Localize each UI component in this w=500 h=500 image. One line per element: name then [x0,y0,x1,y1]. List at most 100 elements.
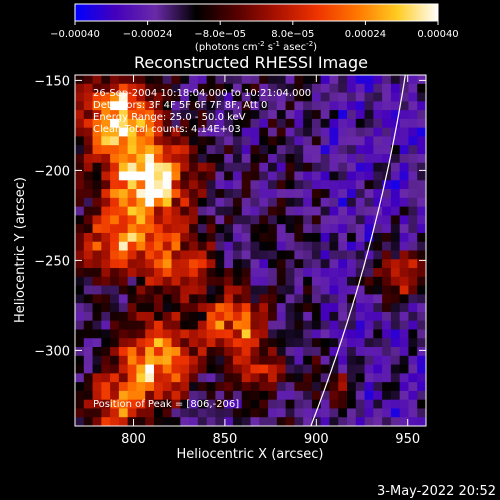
heatmap-cell [250,311,260,322]
heatmap-cell [224,399,234,410]
heatmap-cell [110,83,120,94]
heatmap-cell [364,145,374,155]
heatmap-cell [285,110,295,120]
heatmap-cell [189,162,199,173]
heatmap-cell [118,92,129,102]
heatmap-cell [259,268,269,278]
heatmap-cell [276,224,287,234]
heatmap-cell [224,153,234,164]
heatmap-cell [276,329,287,339]
heatmap-cell [162,127,173,138]
heatmap-cell [355,373,366,383]
heatmap-cell [382,101,392,111]
heatmap-cell [329,224,339,234]
heatmap-cell [373,259,383,269]
heatmap-cell [329,136,339,146]
heatmap-cell [241,145,252,155]
heatmap-cell [390,153,401,164]
heatmap-cell [224,338,234,348]
heatmap-cell [347,329,357,339]
heatmap-cell [382,303,392,313]
heatmap-cell [276,180,287,190]
heatmap-cell [303,294,313,304]
heatmap-cell [75,83,85,94]
heatmap-cell [224,329,234,339]
heatmap-cell [171,101,181,111]
heatmap-cell [250,197,260,208]
heatmap-cell [224,250,234,260]
heatmap-cell [417,259,426,269]
heatmap-cell [347,153,357,164]
heatmap-cell [153,180,164,190]
annotation-block: 26-Sep-2004 10:18:04.000 to 10:21:04.000… [93,88,311,135]
heatmap-cell [206,206,216,216]
heatmap-cell [373,232,383,243]
heatmap-cell [329,364,339,374]
heatmap-cell [241,127,252,138]
heatmap-cell [189,101,199,111]
heatmap-cell [355,92,366,102]
heatmap-cell [189,373,199,383]
heatmap-cell [153,232,164,243]
heatmap-cell [250,408,260,418]
heatmap-cell [136,355,146,366]
heatmap-cell [373,417,383,426]
heatmap-cell [294,224,304,234]
heatmap-cell [215,390,225,401]
heatmap-cell [162,320,173,331]
heatmap-cell [127,329,138,339]
heatmap-cell [268,215,278,225]
heatmap-cell [153,197,164,208]
heatmap-cell [153,75,164,85]
heatmap-cell [250,83,260,94]
heatmap-cell [215,83,225,94]
heatmap-cell [83,153,94,164]
heatmap-cell [347,294,357,304]
heatmap-cell [311,171,322,181]
heatmap-cell [285,373,295,383]
heatmap-cell [250,329,260,339]
heatmap-cell [320,276,331,287]
heatmap-cell [145,197,155,208]
heatmap-cell [101,417,111,426]
heatmap-cell [285,101,295,111]
heatmap-cell [347,136,357,146]
heatmap-cell [145,276,155,287]
heatmap-cell [136,171,146,181]
heatmap-cell [408,162,418,173]
heatmap-cell [329,92,339,102]
heatmap-cell [162,145,173,155]
heatmap-cell [118,285,129,295]
heatmap-cell [355,153,366,164]
heatmap-cell [347,83,357,94]
heatmap-cell [268,347,278,357]
heatmap-cell [197,259,208,269]
heatmap-cell [101,136,111,146]
heatmap-cell [241,75,252,85]
heatmap-cell [382,417,392,426]
heatmap-cell [294,303,304,313]
heatmap-cell [285,285,295,295]
heatmap-cell [364,136,374,146]
heatmap-cell [145,320,155,331]
heatmap-cell [303,92,313,102]
heatmap-cell [145,153,155,164]
heatmap-cell [268,153,278,164]
heatmap-cell [215,241,225,252]
heatmap-cell [162,180,173,190]
heatmap-cell [189,127,199,138]
heatmap-cell [338,408,348,418]
heatmap-cell [390,250,401,260]
annotation-line: Clean Total counts: 4.14E+03 [93,124,241,135]
heatmap-cell [373,224,383,234]
heatmap-cell [197,92,208,102]
heatmap-cell [215,189,225,199]
heatmap-cell [92,408,102,418]
heatmap-cell [259,390,269,401]
heatmap-cell [241,320,252,331]
heatmap-cell [110,232,120,243]
heatmap-cell [364,399,374,410]
heatmap-cell [232,145,243,155]
heatmap-cell [180,180,190,190]
heatmap-cell [101,347,111,357]
